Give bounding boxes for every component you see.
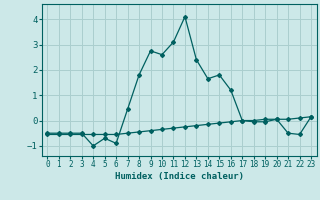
X-axis label: Humidex (Indice chaleur): Humidex (Indice chaleur) bbox=[115, 172, 244, 181]
